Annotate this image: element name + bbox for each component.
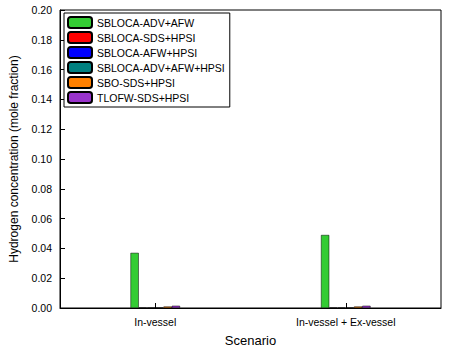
svg-text:In-vessel + Ex-vessel: In-vessel + Ex-vessel [296, 316, 396, 328]
svg-text:Hydrogen concentration (mole f: Hydrogen concentration (mole fraction) [7, 55, 21, 262]
svg-text:0.06: 0.06 [32, 213, 53, 225]
svg-text:0.02: 0.02 [32, 272, 53, 284]
svg-text:SBLOCA-AFW+HPSI: SBLOCA-AFW+HPSI [97, 47, 197, 59]
svg-text:SBLOCA-ADV+AFW: SBLOCA-ADV+AFW [97, 17, 194, 29]
svg-text:0.14: 0.14 [32, 93, 53, 105]
svg-text:0.12: 0.12 [32, 123, 53, 135]
svg-text:In-vessel: In-vessel [134, 316, 176, 328]
svg-text:0.00: 0.00 [32, 302, 53, 314]
svg-text:0.18: 0.18 [32, 34, 53, 46]
svg-text:0.04: 0.04 [32, 242, 53, 254]
svg-text:0.16: 0.16 [32, 64, 53, 76]
svg-text:0.10: 0.10 [32, 153, 53, 165]
svg-text:SBO-SDS+HPSI: SBO-SDS+HPSI [97, 77, 175, 89]
svg-text:SBLOCA-SDS+HPSI: SBLOCA-SDS+HPSI [97, 32, 195, 44]
svg-text:SBLOCA-ADV+AFW+HPSI: SBLOCA-ADV+AFW+HPSI [97, 62, 225, 74]
svg-text:Scenario: Scenario [225, 333, 276, 348]
svg-text:TLOFW-SDS+HPSI: TLOFW-SDS+HPSI [97, 92, 189, 104]
svg-text:0.08: 0.08 [32, 183, 53, 195]
svg-text:0.20: 0.20 [32, 4, 53, 16]
